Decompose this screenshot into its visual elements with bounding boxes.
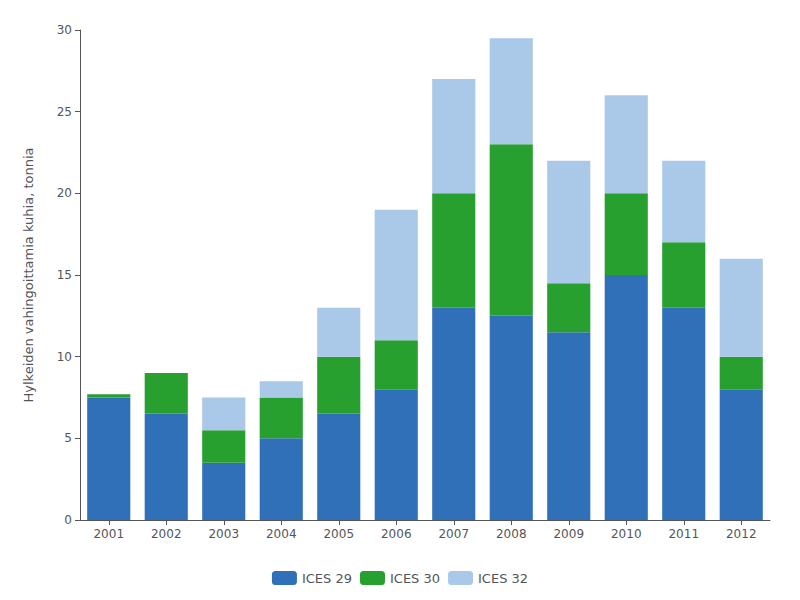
svg-text:Hylkeiden vahingoittamia kuhia: Hylkeiden vahingoittamia kuhia, tonnia <box>21 147 36 402</box>
svg-text:2001: 2001 <box>93 527 124 541</box>
svg-text:2011: 2011 <box>668 527 699 541</box>
svg-text:2009: 2009 <box>553 527 584 541</box>
svg-text:10: 10 <box>57 350 72 364</box>
svg-text:ICES 29: ICES 29 <box>302 571 352 586</box>
svg-text:ICES 32: ICES 32 <box>478 571 528 586</box>
svg-text:2010: 2010 <box>611 527 642 541</box>
svg-text:15: 15 <box>57 268 72 282</box>
svg-text:2006: 2006 <box>381 527 412 541</box>
svg-text:2004: 2004 <box>266 527 297 541</box>
svg-text:2002: 2002 <box>151 527 182 541</box>
svg-text:25: 25 <box>57 105 72 119</box>
svg-text:2003: 2003 <box>208 527 239 541</box>
svg-text:0: 0 <box>64 513 72 527</box>
svg-text:2008: 2008 <box>496 527 527 541</box>
svg-text:2005: 2005 <box>323 527 354 541</box>
svg-text:30: 30 <box>57 23 72 37</box>
svg-text:20: 20 <box>57 186 72 200</box>
svg-text:5: 5 <box>64 431 72 445</box>
svg-text:ICES 30: ICES 30 <box>390 571 440 586</box>
svg-text:2012: 2012 <box>726 527 757 541</box>
svg-text:2007: 2007 <box>438 527 469 541</box>
